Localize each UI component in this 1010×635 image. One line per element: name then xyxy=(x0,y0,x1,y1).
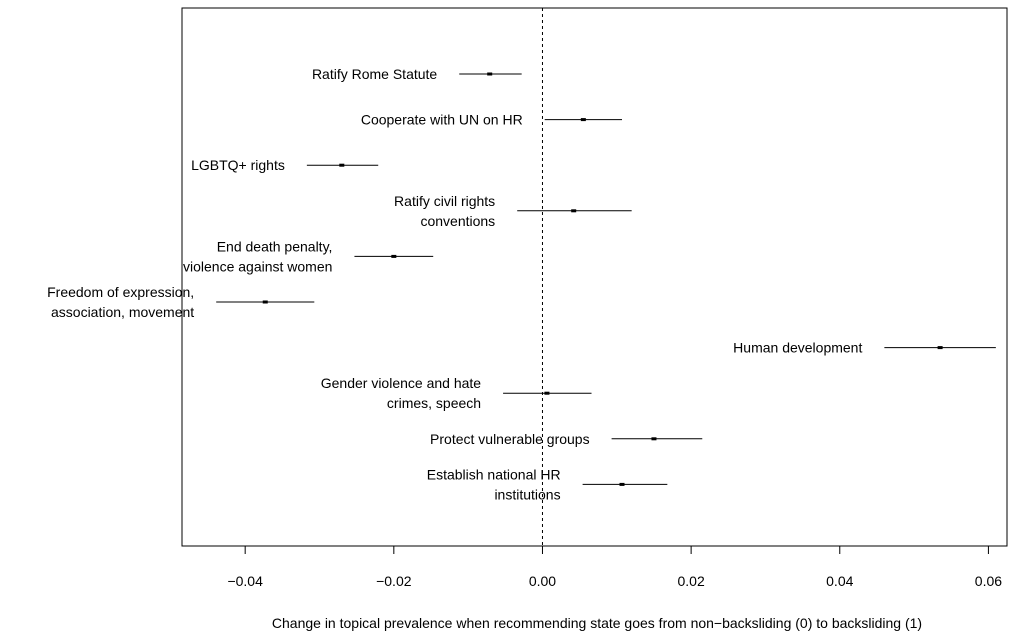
coefficient-label: End death penalty, xyxy=(217,238,333,254)
x-tick-label: −0.04 xyxy=(227,573,263,589)
x-tick-label: 0.04 xyxy=(826,573,853,589)
point-estimate xyxy=(339,163,345,167)
x-tick-label: −0.02 xyxy=(376,573,412,589)
x-axis-title: Change in topical prevalence when recomm… xyxy=(272,615,922,631)
coefficient-row: Establish national HR institutions xyxy=(427,466,668,502)
x-tick-label: 0.06 xyxy=(975,573,1002,589)
coefficient-label: Freedom of expression, xyxy=(47,284,194,300)
point-estimate xyxy=(391,254,397,258)
coefficient-label: Ratify Rome Statute xyxy=(312,66,437,82)
coefficient-row: Gender violence and hate crimes, speech xyxy=(321,375,592,411)
coefficient-row: LGBTQ+ rights xyxy=(191,157,379,173)
coefficient-row: Human development xyxy=(733,340,996,356)
coefficient-label: Establish national HR xyxy=(427,466,561,482)
coefficient-marks: Ratify Rome Statute Cooperate with UN on … xyxy=(47,66,996,502)
coefficient-label: Protect vulnerable groups xyxy=(430,431,590,447)
coefficient-label: association, movement xyxy=(51,304,194,320)
coefficient-label: Cooperate with UN on HR xyxy=(361,112,523,128)
point-estimate xyxy=(262,300,268,304)
coefficient-row: Ratify civil rights conventions xyxy=(394,193,632,229)
coefficient-row: Cooperate with UN on HR xyxy=(361,112,622,128)
coefficient-label: crimes, speech xyxy=(387,395,481,411)
point-estimate xyxy=(544,391,550,395)
coefficient-row: End death penalty, violence against women xyxy=(183,238,434,274)
x-axis-ticks: −0.04 −0.02 0.00 0.02 0.04 0.06 xyxy=(227,546,1002,589)
coefficient-label: violence against women xyxy=(183,258,332,274)
point-estimate xyxy=(937,346,943,350)
point-estimate xyxy=(487,72,493,76)
coefficient-row: Ratify Rome Statute xyxy=(312,66,522,82)
coefficient-label: Ratify civil rights xyxy=(394,193,495,209)
point-estimate xyxy=(651,437,657,441)
coefficient-label: Human development xyxy=(733,340,862,356)
coefficient-row: Freedom of expression, association, movem… xyxy=(47,284,315,320)
x-tick-label: 0.00 xyxy=(529,573,556,589)
coefficient-label: conventions xyxy=(420,213,495,229)
coefficient-label: LGBTQ+ rights xyxy=(191,157,285,173)
point-estimate xyxy=(580,118,586,122)
plot-frame xyxy=(181,7,1008,547)
point-estimate xyxy=(619,482,625,486)
coefficient-row: Protect vulnerable groups xyxy=(430,431,703,447)
x-tick-label: 0.02 xyxy=(677,573,704,589)
point-estimate xyxy=(571,209,577,213)
coefficient-label: Gender violence and hate xyxy=(321,375,482,391)
coefficient-label: institutions xyxy=(494,486,560,502)
